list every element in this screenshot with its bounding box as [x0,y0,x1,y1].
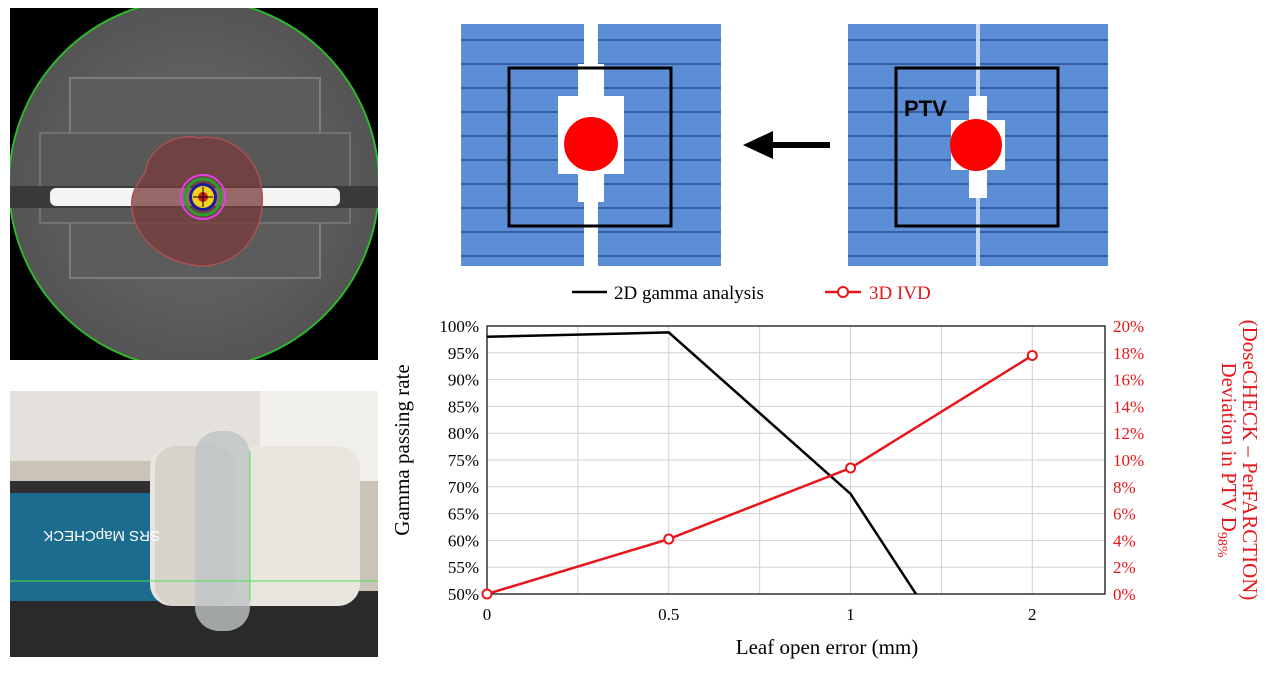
chart-grid [486,325,1106,595]
y-right-tick-label: 8% [1113,478,1136,497]
series-point [663,533,675,545]
y-right-tick-label: 10% [1113,451,1144,470]
y-right-tick-label: 14% [1113,397,1144,416]
y-left-tick-label: 100% [439,317,479,336]
mlc-field-modified [461,24,721,266]
y-left-tick-label: 70% [448,478,479,497]
y-left-tick-label: 95% [448,344,479,363]
y-left-tick-label: 85% [448,397,479,416]
legend-label-2d: 2D gamma analysis [614,283,764,304]
x-tick-label: 1 [846,605,855,624]
y-left-tick-label: 75% [448,451,479,470]
x-tick-label: 2 [1028,605,1037,624]
y-right-tick-label: 6% [1113,505,1136,524]
y-right-tick-label: 0% [1113,585,1136,604]
legend-label-3d: 3D IVD [869,283,931,304]
ptv-label: PTV [904,96,947,121]
left-axis-ticks: 50% 55% 60% 65% 70% 75% 80% 85% 90% 95% 100% [439,317,479,604]
y-right-tick-label: 4% [1113,531,1136,550]
left-arrow-icon [735,125,835,165]
y-right-tick-label: 20% [1113,317,1144,336]
series-point [481,588,493,600]
x-axis-ticks: 0 0.5 1 2 [483,605,1037,624]
series-point [845,462,857,474]
y-left-tick-label: 65% [448,505,479,524]
device-label: SRS MapCHECK [43,527,160,544]
series-line [486,331,918,595]
legend: 2D gamma analysis 3D IVD [572,283,931,304]
y-left-tick-label: 90% [448,371,479,390]
y-axis-right-label-line2: (DoseCHECK – PerFARCTION) [1238,320,1262,601]
x-tick-label: 0 [483,605,492,624]
y-left-tick-label: 60% [448,531,479,550]
phantom-photo: SRS MapCHECK [10,391,378,657]
y-right-tick-label: 18% [1113,344,1144,363]
series-lines [481,331,1038,600]
y-axis-right-label: Deviation in PTV D98% [1214,362,1241,557]
ct-image [10,8,378,360]
y-axis-left-label: Gamma passing rate [390,364,414,535]
target-circle [950,119,1002,171]
y-left-tick-label: 80% [448,424,479,443]
y-left-tick-label: 55% [448,558,479,577]
x-tick-label: 0.5 [658,605,679,624]
series-point [1026,349,1038,361]
series-line [486,354,1033,596]
right-axis-ticks: 0% 2% 4% 6% 8% 10% 12% 14% 16% 18% 20% [1113,317,1144,604]
line-chart: 2D gamma analysis 3D IVD 50% 55% 60% 65% 70%… [385,270,1267,684]
mlc-field-original: PTV [848,24,1108,266]
y-right-tick-label: 12% [1113,424,1144,443]
y-left-tick-label: 50% [448,585,479,604]
phantom-photo-panel: SRS MapCHECK [10,391,378,657]
y-right-tick-label: 2% [1113,558,1136,577]
ct-image-panel [10,8,378,360]
y-right-tick-label: 16% [1113,371,1144,390]
legend-marker-3d [837,286,849,298]
target-circle [564,117,618,171]
x-axis-label: Leaf open error (mm) [736,635,919,659]
plot-frame [486,325,1106,595]
